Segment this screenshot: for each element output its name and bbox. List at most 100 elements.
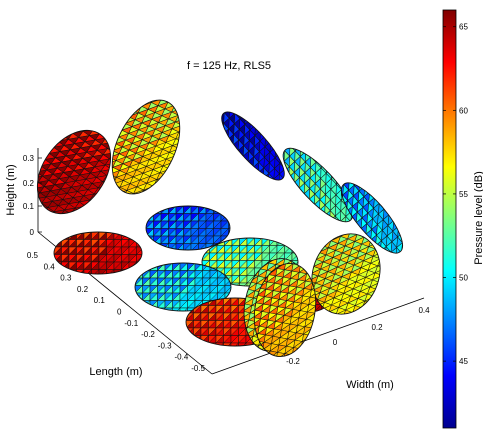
surface-facet: [146, 212, 154, 222]
surface-facet: [146, 251, 154, 259]
surface-facet: [247, 345, 249, 354]
surface-facet: [182, 206, 192, 207]
surface-facet: [175, 206, 184, 207]
surface-facet: [158, 316, 166, 324]
surface-facet: [320, 311, 330, 312]
surface-facet: [326, 156, 333, 169]
surface-facet: [283, 178, 290, 189]
surface-facet: [156, 189, 168, 197]
surface-facet: [47, 277, 55, 285]
surface-facet: [133, 89, 145, 90]
surface-facet: [205, 206, 215, 207]
surface-facet: [257, 172, 264, 185]
surface-facet: [152, 206, 162, 207]
surface-facet: [146, 220, 147, 230]
surface-facet: [300, 253, 308, 261]
surface-facet: [194, 351, 202, 359]
surface-facet: [378, 277, 390, 286]
surface-facet: [184, 111, 194, 119]
surface-facet: [384, 256, 391, 262]
surface-facet: [283, 238, 293, 246]
surface-facet: [153, 206, 162, 207]
surface-facet: [246, 238, 255, 239]
surface-facet: [384, 263, 395, 274]
surface-facet: [306, 350, 317, 360]
surface-facet: [247, 347, 256, 357]
surface-facet: [146, 206, 147, 215]
y-tick-label: 0.4: [44, 262, 56, 271]
surface-facet: [102, 180, 114, 189]
surface-facet: [169, 162, 181, 170]
surface-facet: [205, 206, 214, 207]
surface-facet: [389, 257, 397, 262]
surface-facet: [269, 238, 278, 239]
surface-facet: [284, 238, 293, 247]
surface-facet: [224, 351, 232, 359]
surface-facet: [135, 300, 144, 309]
surface-facet: [321, 151, 328, 164]
surface-facet: [237, 298, 247, 299]
surface-facet: [394, 257, 401, 262]
x-tick-label: 0.4: [418, 306, 430, 315]
surface-facet: [311, 320, 322, 329]
surface-facet: [146, 228, 147, 237]
surface-facet: [318, 224, 330, 232]
surface-facet: [300, 231, 308, 239]
surface-facet: [300, 138, 307, 147]
surface-facet: [236, 229, 244, 237]
surface-facet: [316, 140, 323, 153]
surface-facet: [146, 235, 147, 244]
surface-facet: [379, 251, 391, 260]
surface-facet: [194, 263, 204, 264]
surface-facet: [158, 316, 166, 324]
surface-facet: [270, 136, 277, 148]
surface-facet: [135, 299, 136, 309]
surface-facet: [61, 224, 74, 228]
surface-facet: [51, 134, 63, 142]
surface-facet: [359, 307, 371, 316]
surface-facet: [99, 277, 107, 285]
surface-facet: [331, 156, 338, 169]
surface-facet: [344, 174, 351, 181]
surface-facet: [304, 365, 313, 374]
surface-facet: [247, 346, 257, 356]
surface-facet: [74, 116, 87, 117]
surface-facet: [120, 109, 132, 117]
surface-facet: [299, 348, 310, 357]
y-axis-label: Length (m): [89, 366, 142, 378]
surface-facet: [153, 199, 165, 205]
surface-facet: [54, 261, 62, 270]
surface-facet: [222, 342, 232, 346]
surface-facet: [164, 263, 174, 264]
surface-facet: [235, 103, 242, 109]
surface-facet: [186, 312, 187, 321]
surface-facet: [169, 251, 177, 259]
surface-facet: [113, 232, 123, 233]
x-tick-label: 0: [333, 338, 338, 347]
surface-facet: [236, 221, 244, 229]
surface-facet: [134, 204, 144, 214]
surface-facet: [54, 232, 63, 241]
surface-facet: [300, 253, 308, 261]
surface-facet: [296, 125, 307, 136]
surface-facet: [172, 155, 184, 163]
surface-facet: [187, 263, 196, 264]
surface-facet: [124, 99, 136, 108]
surface-facet: [135, 307, 136, 311]
surface-facet: [142, 263, 151, 272]
surface-facet: [22, 194, 31, 202]
surface-facet: [57, 226, 69, 228]
surface-facet: [153, 196, 165, 204]
surface-facet: [201, 351, 209, 359]
surface-facet: [354, 174, 362, 182]
colorbar: 45 50 55 60 65 Pressure level (dB): [442, 9, 483, 429]
surface-facet: [69, 106, 79, 116]
surface-facet: [298, 255, 309, 264]
surface-facet: [369, 180, 376, 193]
surface-facet: [230, 298, 239, 299]
colorbar-ticks: 45 50 55 60 65: [443, 23, 468, 366]
surface-facet: [149, 189, 161, 197]
surface-facet: [233, 286, 241, 294]
x-tick-label: -0.2: [286, 357, 300, 366]
surface-facet: [146, 220, 147, 229]
